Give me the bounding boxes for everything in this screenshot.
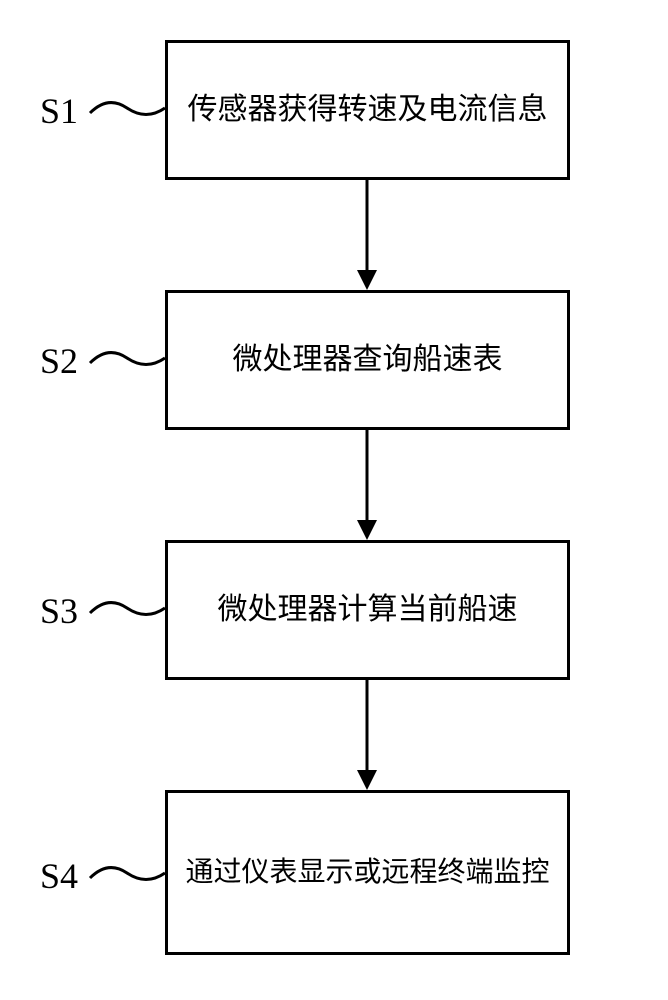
step-label-s2: S2 bbox=[40, 340, 78, 382]
flowchart-node-s4: 通过仪表显示或远程终端监控 bbox=[165, 790, 570, 955]
flowchart-node-s3: 微处理器计算当前船速 bbox=[165, 540, 570, 680]
edge-s2-s3-head bbox=[357, 520, 377, 540]
node-text-s3: 微处理器计算当前船速 bbox=[218, 592, 518, 628]
edge-s3-s4-head bbox=[357, 770, 377, 790]
step-label-s1: S1 bbox=[40, 90, 78, 132]
node-text-s4: 通过仪表显示或远程终端监控 bbox=[185, 856, 549, 890]
flowchart-node-s2: 微处理器查询船速表 bbox=[165, 290, 570, 430]
step-label-s4: S4 bbox=[40, 855, 78, 897]
node-text-s2: 微处理器查询船速表 bbox=[233, 342, 503, 378]
flowchart-node-s1: 传感器获得转速及电流信息 bbox=[165, 40, 570, 180]
node-text-s1: 传感器获得转速及电流信息 bbox=[188, 92, 548, 128]
label-connector-s4 bbox=[90, 868, 165, 880]
label-connector-s3 bbox=[90, 603, 165, 615]
edge-s1-s2-head bbox=[357, 270, 377, 290]
flowchart-canvas: 传感器获得转速及电流信息 S1 微处理器查询船速表 S2 微处理器计算当前船速 … bbox=[0, 0, 668, 1000]
label-connector-s2 bbox=[90, 353, 165, 365]
step-label-s3: S3 bbox=[40, 590, 78, 632]
label-connector-s1 bbox=[90, 103, 165, 115]
